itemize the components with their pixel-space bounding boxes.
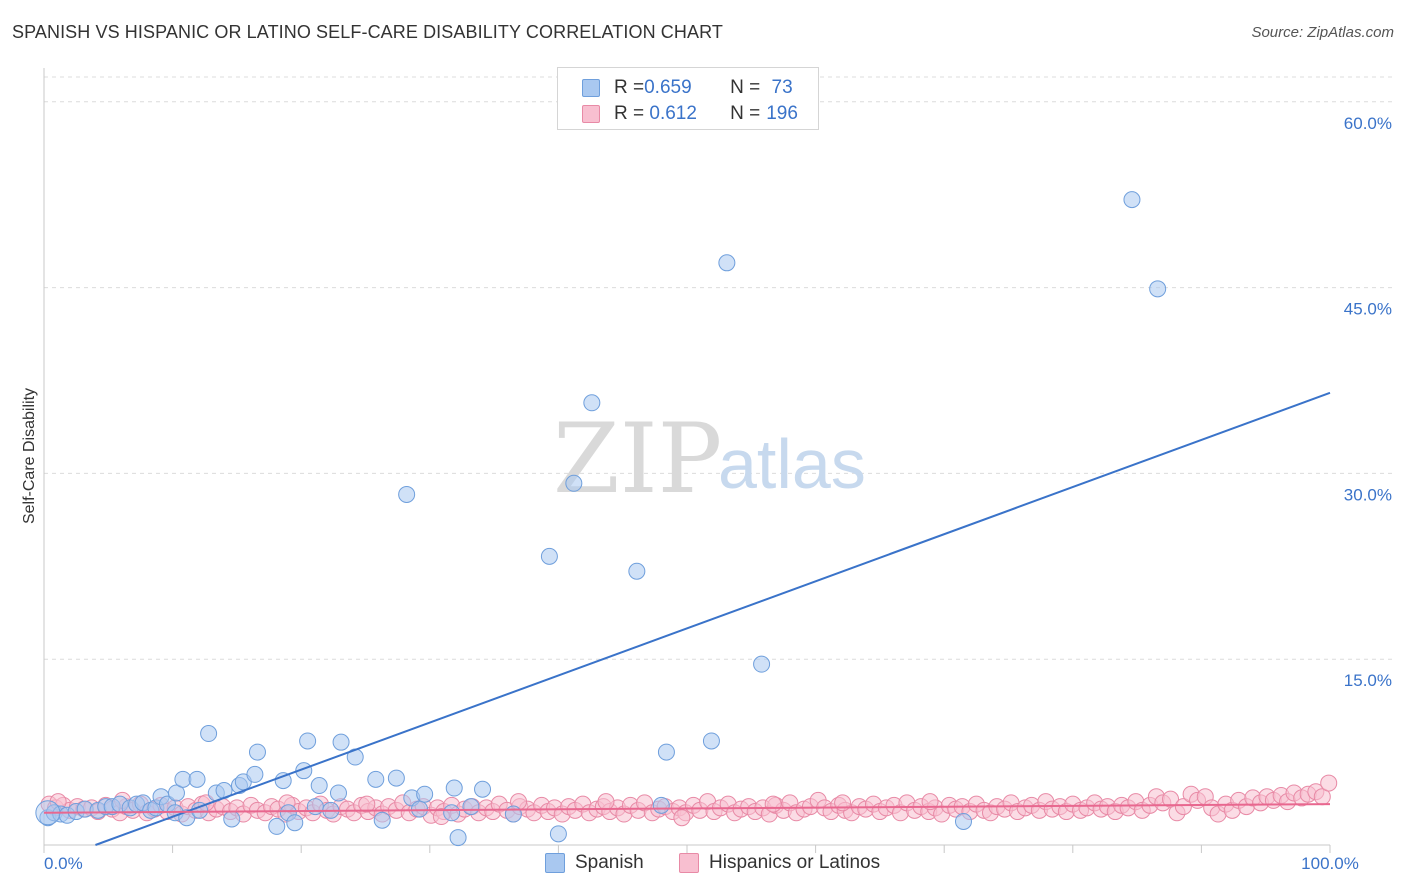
- spanish-legend-label: Spanish: [575, 852, 644, 873]
- trend-lines: [43, 391, 1331, 846]
- y-tick-label: 15.0%: [1344, 671, 1392, 690]
- data-point: [274, 772, 292, 790]
- data-point: [921, 793, 939, 811]
- data-point: [310, 777, 328, 795]
- y-tick-label: 60.0%: [1344, 114, 1392, 133]
- data-point: [188, 770, 206, 788]
- data-point: [673, 809, 691, 827]
- data-point: [583, 394, 601, 412]
- data-point: [1162, 790, 1180, 808]
- r-value: 0.659: [644, 77, 692, 98]
- data-point: [329, 784, 347, 802]
- n-label: N =: [730, 103, 761, 124]
- data-point: [299, 732, 317, 750]
- data-point: [834, 794, 852, 812]
- x-tick-label-min: 0.0%: [44, 854, 83, 873]
- grid-lines: [44, 76, 1392, 660]
- data-point: [367, 770, 385, 788]
- x-ticks: [43, 845, 1331, 853]
- data-point: [306, 798, 324, 816]
- data-point: [504, 805, 522, 823]
- legend-row-hispanic: R = 0.612 N = 196: [558, 101, 798, 127]
- data-point: [764, 795, 782, 813]
- data-point: [373, 811, 391, 829]
- data-point: [167, 784, 185, 802]
- y-tick-label: 45.0%: [1344, 300, 1392, 319]
- data-point: [540, 547, 558, 565]
- y-tick-labels: 15.0% 30.0% 45.0% 60.0%: [1344, 114, 1392, 690]
- data-point: [1174, 798, 1192, 816]
- data-point: [200, 725, 218, 743]
- hispanic-legend-swatch: [679, 853, 699, 873]
- r-label: R =: [614, 77, 645, 98]
- legend-row-spanish: R = 0.659 N = 73: [558, 75, 793, 101]
- data-point: [474, 780, 492, 798]
- legend-item-spanish: Spanish: [545, 852, 644, 874]
- x-tick-label-max: 100.0%: [1301, 854, 1359, 873]
- data-point: [718, 254, 736, 272]
- data-point: [268, 817, 286, 835]
- data-point: [174, 770, 192, 788]
- data-point: [1320, 774, 1338, 792]
- data-point: [358, 795, 376, 813]
- data-point: [248, 743, 266, 761]
- hispanic-trend-line: [43, 803, 1331, 814]
- y-tick-label: 30.0%: [1344, 485, 1392, 504]
- legend-item-hispanic: Hispanics or Latinos: [679, 852, 880, 874]
- data-point: [443, 804, 461, 822]
- spanish-legend-swatch: [545, 853, 565, 873]
- watermark-zip: ZIP: [553, 403, 722, 515]
- r-value: 0.612: [644, 103, 697, 124]
- y-axis-title: Self-Care Disability: [21, 388, 38, 524]
- data-point: [411, 800, 429, 818]
- n-value: 196: [766, 103, 798, 124]
- data-point: [702, 732, 720, 750]
- watermark-atlas: atlas: [718, 425, 866, 503]
- source-label: Source: ZipAtlas.com: [1251, 24, 1394, 41]
- data-point: [223, 810, 241, 828]
- data-point: [286, 814, 304, 832]
- data-point: [445, 779, 463, 797]
- data-point: [954, 812, 972, 830]
- data-point: [462, 798, 480, 816]
- data-point: [628, 562, 646, 580]
- data-point: [1123, 191, 1141, 209]
- data-point: [1149, 280, 1167, 298]
- data-point: [387, 769, 405, 787]
- spanish-points-primary: [35, 191, 1167, 847]
- data-point: [332, 733, 350, 751]
- spanish-trend-line: [95, 391, 1331, 846]
- r-label: R =: [614, 103, 645, 124]
- n-label: N =: [730, 77, 761, 98]
- spanish-swatch: [582, 79, 600, 97]
- data-point: [597, 793, 615, 811]
- data-point: [416, 785, 434, 803]
- data-point: [652, 796, 670, 814]
- data-point: [753, 655, 771, 673]
- data-point: [657, 743, 675, 761]
- data-point: [549, 825, 567, 843]
- hispanic-swatch: [582, 105, 600, 123]
- data-point: [398, 485, 416, 503]
- chart-title: SPANISH VS HISPANIC OR LATINO SELF-CARE …: [12, 22, 723, 42]
- hispanic-legend-label: Hispanics or Latinos: [709, 852, 881, 873]
- data-point: [246, 765, 264, 783]
- correlation-legend: R = 0.659 N = 73 R = 0.612 N = 196: [557, 67, 819, 130]
- n-value: 73: [766, 77, 793, 98]
- data-point: [449, 829, 467, 847]
- data-point: [565, 474, 583, 492]
